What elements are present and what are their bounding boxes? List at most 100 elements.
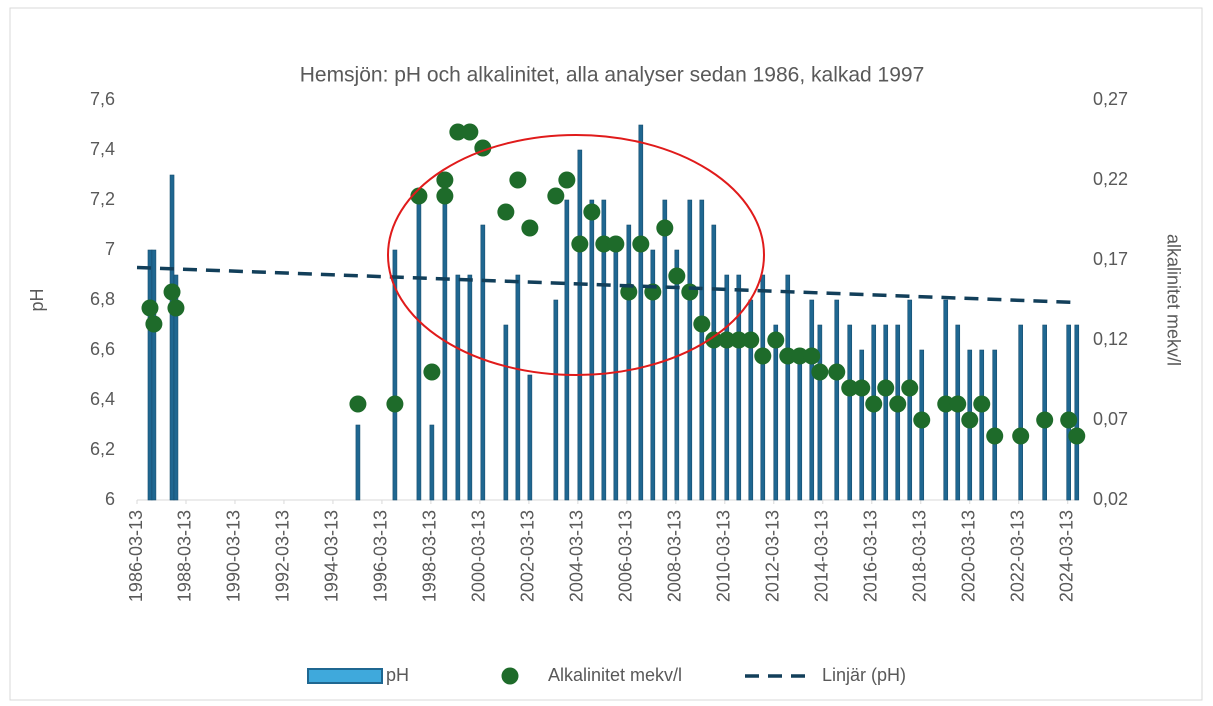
scatter-point <box>937 395 955 413</box>
bar <box>748 299 754 501</box>
bar <box>564 199 570 501</box>
scatter-point <box>681 283 699 301</box>
scatter-point <box>547 187 565 205</box>
bar <box>907 299 913 501</box>
bar <box>173 274 179 501</box>
scatter-point <box>558 171 576 189</box>
bar <box>527 374 533 501</box>
x-tick-label: 2018-03-13 <box>910 510 930 602</box>
y-tick-label: 7,6 <box>90 89 115 109</box>
x-tick-label: 1988-03-13 <box>175 510 195 602</box>
scatter-point <box>410 187 428 205</box>
bar <box>847 324 853 501</box>
y-tick-label: 7,4 <box>90 139 115 159</box>
bar <box>711 224 717 501</box>
scatter-point <box>693 315 711 333</box>
bar <box>503 324 509 501</box>
x-tick-label: 2008-03-13 <box>665 510 685 602</box>
y-tick-label: 7,2 <box>90 189 115 209</box>
x-tick-label: 2010-03-13 <box>714 510 734 602</box>
bar <box>992 349 998 501</box>
y-tick-label: 6,6 <box>90 339 115 359</box>
bar <box>785 274 791 501</box>
scatter-point <box>449 123 467 141</box>
scatter-point <box>1036 411 1054 429</box>
bar <box>979 349 985 501</box>
scatter-point <box>595 235 613 253</box>
scatter-point <box>497 203 515 221</box>
y2-axis-label: alkalinitet mekv/l <box>1163 234 1183 366</box>
bar <box>883 324 889 501</box>
x-tick-label: 1994-03-13 <box>322 510 342 602</box>
scatter-point <box>145 315 163 333</box>
x-tick-label: 2016-03-13 <box>861 510 881 602</box>
scatter-point <box>349 395 367 413</box>
x-tick-label: 2002-03-13 <box>518 510 538 602</box>
y-tick-label: 6,8 <box>90 289 115 309</box>
bar <box>480 224 486 501</box>
scatter-point <box>461 123 479 141</box>
x-tick-label: 1996-03-13 <box>371 510 391 602</box>
scatter-point <box>791 347 809 365</box>
scatter-point <box>571 235 589 253</box>
x-tick-label: 2014-03-13 <box>812 510 832 602</box>
scatter-point <box>163 283 181 301</box>
x-tick-label: 2020-03-13 <box>958 510 978 602</box>
y2-tick-label: 0,12 <box>1093 329 1128 349</box>
x-tick-label: 2000-03-13 <box>469 510 489 602</box>
scatter-point <box>803 347 821 365</box>
y2-tick-label: 0,17 <box>1093 249 1128 269</box>
scatter-point <box>853 379 871 397</box>
x-tick-label: 1992-03-13 <box>273 510 293 602</box>
bar <box>455 274 461 501</box>
legend-swatch <box>501 667 519 685</box>
bar <box>626 224 632 501</box>
y-axis-label: pH <box>27 288 47 311</box>
bar <box>797 349 803 501</box>
scatter-point <box>607 235 625 253</box>
legend-label: pH <box>386 665 409 685</box>
scatter-point <box>986 427 1004 445</box>
bar <box>662 199 668 501</box>
bar <box>809 299 815 501</box>
scatter-point <box>1060 411 1078 429</box>
x-tick-label: 2004-03-13 <box>567 510 587 602</box>
scatter-point <box>901 379 919 397</box>
highlight-ellipse <box>387 134 765 376</box>
scatter-point <box>865 395 883 413</box>
bar <box>429 424 435 501</box>
legend-swatch <box>307 668 383 684</box>
bar <box>553 299 559 501</box>
bar <box>613 249 619 501</box>
bar <box>515 274 521 501</box>
bar <box>147 249 153 501</box>
y2-tick-label: 0,07 <box>1093 409 1128 429</box>
y2-tick-label: 0,02 <box>1093 489 1128 509</box>
scatter-point <box>632 235 650 253</box>
x-tick-label: 1998-03-13 <box>420 510 440 602</box>
bar <box>355 424 361 501</box>
scatter-point <box>509 171 527 189</box>
legend-label: Alkalinitet mekv/l <box>548 665 682 685</box>
scatter-point <box>889 395 907 413</box>
y2-tick-label: 0,27 <box>1093 89 1128 109</box>
x-tick-label: 2006-03-13 <box>616 510 636 602</box>
scatter-point <box>167 299 185 317</box>
x-tick-label: 2012-03-13 <box>763 510 783 602</box>
scatter-point <box>913 411 931 429</box>
scatter-point <box>767 331 785 349</box>
bar <box>859 349 865 501</box>
bar <box>151 249 157 501</box>
scatter-point <box>742 331 760 349</box>
scatter-point <box>949 395 967 413</box>
trend-line <box>136 265 1079 305</box>
y-tick-label: 7 <box>105 239 115 259</box>
scatter-point <box>386 395 404 413</box>
bar <box>760 274 766 501</box>
scatter-point <box>973 395 991 413</box>
scatter-point <box>718 331 736 349</box>
scatter-point <box>583 203 601 221</box>
scatter-point <box>668 267 686 285</box>
scatter-point <box>705 331 723 349</box>
